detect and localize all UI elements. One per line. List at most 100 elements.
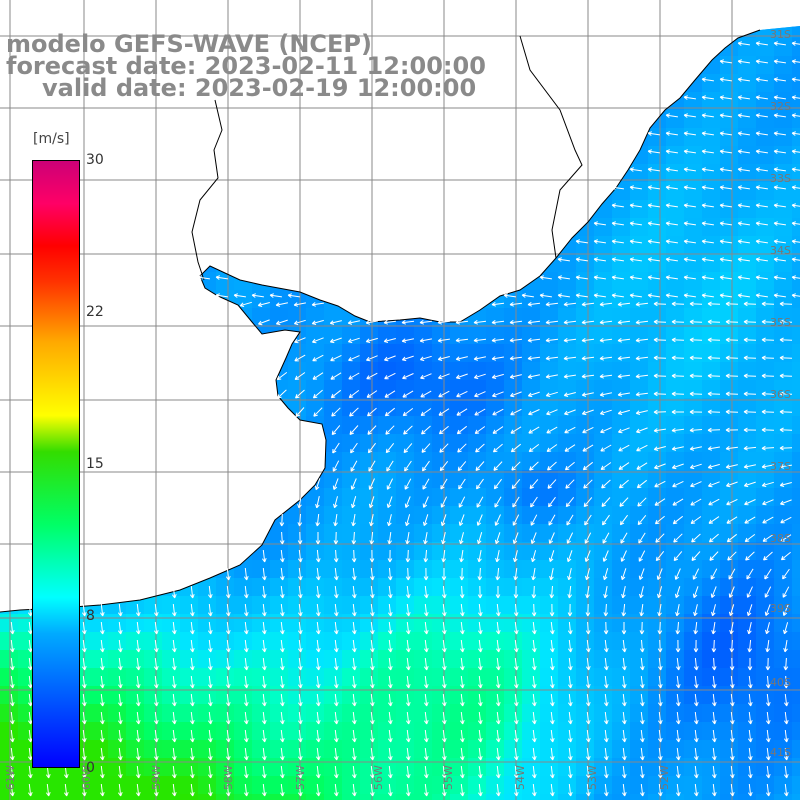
- wind-arrow: [207, 729, 213, 743]
- wind-arrow: [747, 693, 753, 707]
- lon-label: 57W: [294, 765, 307, 790]
- wind-arrow: [617, 337, 631, 343]
- wind-arrow: [438, 408, 450, 416]
- wind-arrow: [405, 765, 411, 779]
- wind-arrow: [672, 480, 684, 488]
- wind-arrow: [314, 478, 321, 491]
- wind-arrow: [459, 603, 465, 617]
- wind-arrow: [564, 461, 575, 471]
- wind-arrow: [629, 293, 642, 298]
- wind-arrow: [423, 765, 429, 779]
- wind-arrow: [545, 301, 559, 307]
- wind-arrow: [531, 765, 537, 779]
- border-line: [191, 99, 223, 281]
- wind-arrow: [701, 221, 714, 226]
- wind-arrow: [593, 275, 606, 280]
- wind-arrow: [369, 603, 375, 617]
- wind-arrow: [404, 496, 411, 508]
- wind-arrow: [611, 293, 624, 298]
- wind-arrow: [333, 711, 339, 725]
- wind-arrow: [117, 765, 123, 779]
- wind-arrow: [225, 567, 231, 581]
- wind-arrow: [693, 675, 699, 689]
- wind-arrow: [725, 409, 739, 415]
- wind-arrow: [495, 567, 501, 581]
- wind-arrow: [747, 621, 752, 635]
- wind-arrow: [189, 657, 195, 671]
- wind-arrow: [27, 765, 33, 779]
- wind-arrow: [728, 586, 735, 598]
- wind-arrow: [563, 355, 577, 361]
- wind-arrow: [491, 373, 504, 379]
- wind-arrow: [9, 657, 15, 671]
- wind-arrow: [761, 301, 775, 307]
- wind-arrow: [636, 462, 648, 470]
- wind-arrow: [512, 496, 520, 508]
- wind-arrow: [455, 319, 469, 325]
- wind-arrow: [528, 409, 540, 416]
- wind-arrow: [279, 693, 285, 707]
- wind-arrow: [783, 729, 789, 743]
- wind-arrow: [725, 464, 738, 469]
- wind-arrow: [635, 410, 648, 415]
- wind-arrow: [528, 444, 540, 453]
- wind-arrow: [135, 603, 141, 617]
- wind-arrow: [473, 319, 487, 325]
- wind-arrow: [639, 675, 645, 689]
- wind-arrow: [387, 675, 393, 689]
- wind-arrow: [675, 747, 681, 761]
- wind-arrow: [635, 319, 649, 325]
- wind-arrow: [737, 275, 750, 280]
- wind-arrow: [153, 783, 159, 797]
- wind-arrow: [420, 390, 432, 398]
- wind-arrow: [385, 442, 395, 454]
- wind-arrow: [791, 113, 800, 118]
- wind-arrow: [440, 514, 447, 527]
- lon-label: 56W: [372, 765, 385, 790]
- wind-arrow: [243, 729, 249, 743]
- colorbar-tick-30: 30: [86, 152, 104, 168]
- wind-arrow: [333, 496, 338, 509]
- wind-arrow: [585, 765, 591, 779]
- wind-arrow: [621, 729, 627, 743]
- wind-arrow: [779, 391, 793, 397]
- wind-arrow: [585, 603, 591, 617]
- wind-arrow: [779, 373, 793, 379]
- wind-arrow: [773, 95, 786, 100]
- wind-arrow: [719, 95, 732, 100]
- wind-arrow: [491, 337, 505, 343]
- wind-arrow: [513, 675, 519, 689]
- wind-arrow: [27, 639, 33, 653]
- wind-arrow: [545, 374, 558, 379]
- wind-arrow: [635, 373, 649, 379]
- lat-label: 34S: [770, 244, 791, 257]
- wind-arrow: [297, 603, 303, 617]
- wind-arrow: [455, 373, 468, 380]
- wind-arrow: [567, 765, 573, 779]
- wind-arrow: [404, 460, 412, 472]
- wind-arrow: [725, 355, 739, 361]
- wind-arrow: [600, 427, 612, 434]
- wind-arrow: [743, 464, 756, 469]
- wind-arrow: [629, 221, 642, 226]
- wind-arrow: [117, 693, 123, 707]
- wind-arrow: [441, 675, 447, 689]
- wind-arrow: [635, 355, 649, 361]
- wind-arrow: [477, 657, 483, 671]
- wind-arrow: [387, 549, 393, 563]
- wind-arrow: [315, 693, 321, 707]
- wind-arrow: [405, 657, 411, 671]
- wind-arrow: [495, 747, 501, 761]
- wind-arrow: [567, 693, 573, 707]
- wind-arrow: [347, 320, 360, 325]
- wind-arrow: [603, 711, 609, 725]
- wind-arrow: [791, 59, 800, 64]
- wind-arrow: [711, 639, 717, 653]
- wind-arrow: [636, 479, 648, 489]
- wind-arrow: [81, 603, 87, 617]
- wind-arrow: [333, 693, 339, 707]
- wind-arrow: [675, 765, 681, 779]
- wind-arrow: [791, 257, 800, 262]
- wind-arrow: [315, 603, 321, 617]
- wind-arrow: [492, 391, 504, 398]
